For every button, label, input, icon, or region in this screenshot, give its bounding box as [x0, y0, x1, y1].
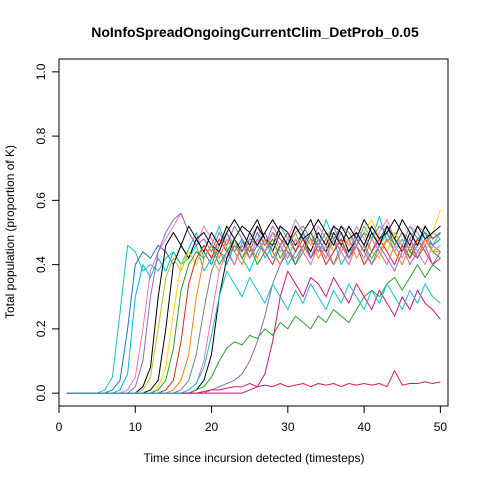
series-line-10	[66, 232, 441, 394]
x-axis: 0 10 20 30 40 50	[56, 405, 448, 434]
x-tick-label-50: 50	[434, 420, 448, 434]
x-tick-label-20: 20	[205, 420, 219, 434]
y-tick-label-1: 0.2	[34, 320, 48, 337]
y-axis: 0.0 0.2 0.4 0.6 0.8 1.0	[34, 63, 60, 401]
series-line-3	[66, 232, 441, 394]
series-line-8	[66, 232, 441, 394]
series-line-5	[66, 212, 441, 394]
y-tick-label-4: 0.8	[34, 127, 48, 144]
series-line-11	[66, 232, 441, 394]
series-group	[66, 209, 441, 394]
y-axis-label: Total population (proportion of K)	[3, 145, 17, 319]
y-tick-label-2: 0.4	[34, 256, 48, 273]
y-tick-label-3: 0.6	[34, 192, 48, 209]
series-line-20	[66, 270, 441, 394]
x-axis-label: Time since incursion detected (timesteps…	[144, 451, 365, 465]
y-tick-label-5: 1.0	[34, 63, 48, 80]
chart-title: NoInfoSpreadOngoingCurrentClim_DetProb_0…	[91, 24, 419, 40]
x-tick-label-40: 40	[357, 420, 371, 434]
x-tick-label-0: 0	[56, 420, 63, 434]
series-line-4	[66, 212, 441, 394]
series-line-18	[66, 370, 441, 394]
series-line-12	[66, 232, 441, 394]
x-tick-label-30: 30	[281, 420, 295, 434]
series-line-14	[66, 232, 441, 394]
x-tick-label-10: 10	[129, 420, 143, 434]
y-tick-label-0: 0.0	[34, 384, 48, 401]
